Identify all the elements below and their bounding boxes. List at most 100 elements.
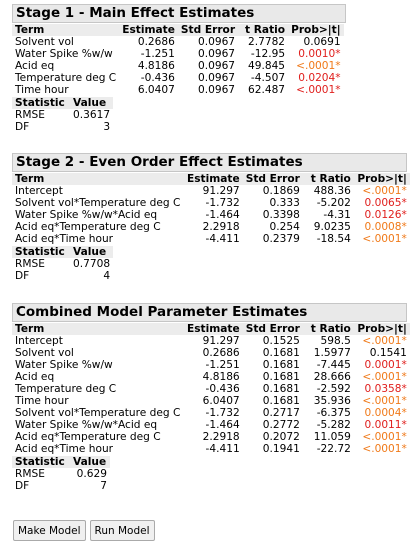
t-ratio-cell: 49.845 [247,60,286,72]
col-header-prob[interactable]: Prob>|t| [291,24,341,36]
col-header-estimate[interactable]: Estimate [187,173,240,185]
col-header-term[interactable]: Term [15,323,45,335]
table-header-row: Term Estimate Std Error t Ratio Prob>|t| [12,24,344,36]
term-cell: Acid eq [15,60,55,72]
term-cell: Acid eq [15,371,55,383]
estimate-cell: 91.297 [202,185,240,197]
std-error-cell: 0.254 [269,221,300,233]
statistic-cell: DF [15,480,30,492]
t-ratio-cell: -18.54 [316,233,351,245]
std-error-cell: 0.0967 [197,84,236,96]
table-row: Intercept 91.297 0.1525 598.5 <.0001* [12,335,410,347]
run-model-button[interactable]: Run Model [89,520,155,541]
t-ratio-cell: -6.375 [316,407,351,419]
std-error-cell: 0.3398 [262,209,300,221]
estimate-cell: -1.732 [205,407,240,419]
std-error-cell: 0.1681 [262,395,300,407]
value-cell: 7 [100,480,107,492]
col-header-value[interactable]: Value [73,456,107,468]
prob-cell: 0.0126* [364,209,407,221]
table-header-row: Term Estimate Std Error t Ratio Prob>|t| [12,173,410,185]
prob-cell: 0.1541 [369,347,407,359]
std-error-cell: 0.2072 [262,431,300,443]
std-error-cell: 0.2772 [262,419,300,431]
col-header-statistic[interactable]: Statistic [15,456,65,468]
term-cell: Water Spike %w/w [15,48,113,60]
t-ratio-cell: 488.36 [313,185,351,197]
term-cell: Water Spike %w/w*Acid eq [15,209,158,221]
std-error-cell: 0.1681 [262,359,300,371]
prob-cell: 0.0065* [364,197,407,209]
term-cell: Acid eq*Time hour [15,443,114,455]
col-header-std-error[interactable]: Std Error [245,323,300,335]
col-header-term[interactable]: Term [15,173,45,185]
col-header-statistic[interactable]: Statistic [15,246,65,258]
t-ratio-cell: 598.5 [320,335,351,347]
make-model-button[interactable]: Make Model [13,520,86,541]
table-row: Solvent vol 0.2686 0.0967 2.7782 0.0691 [12,36,344,48]
table-row: Temperature deg C -0.436 0.1681 -2.592 0.035… [12,383,410,395]
estimate-cell: 0.2686 [137,36,175,48]
table-row: Time hour 6.0407 0.0967 62.487 <.0001* [12,84,344,96]
table-row: Water Spike %w/w*Acid eq -1.464 0.3398 -4.3… [12,209,410,221]
col-header-estimate[interactable]: Estimate [122,24,175,36]
prob-cell: <.0001* [362,335,407,347]
col-header-prob[interactable]: Prob>|t| [357,323,407,335]
term-cell: Acid eq*Temperature deg C [15,431,161,443]
col-header-value[interactable]: Value [73,246,107,258]
std-error-cell: 0.1869 [262,185,300,197]
table-row: Solvent vol*Temperature deg C -1.732 0.271… [12,407,410,419]
stage1-estimates-table: Term Estimate Std Error t Ratio Prob>|t|… [12,24,344,96]
t-ratio-cell: 1.5977 [313,347,351,359]
prob-cell: <.0001* [362,233,407,245]
t-ratio-cell: -2.592 [316,383,351,395]
estimate-cell: 0.2686 [202,347,240,359]
col-header-value[interactable]: Value [73,97,107,109]
table-header-row: Statistic Value [12,456,110,468]
col-header-t-ratio[interactable]: t Ratio [245,24,286,36]
statistic-cell: DF [15,270,30,282]
stage2-title[interactable]: Stage 2 - Even Order Effect Estimates [12,153,407,172]
col-header-std-error[interactable]: Std Error [245,173,300,185]
prob-cell: <.0001* [362,443,407,455]
stage2-section: Stage 2 - Even Order Effect Estimates Te… [12,153,410,282]
table-row: Acid eq*Time hour -4.411 0.2379 -18.54 <.000… [12,233,410,245]
table-row: Water Spike %w/w -1.251 0.1681 -7.445 0.0001… [12,359,410,371]
combined-statistics-table: Statistic Value RMSE 0.629 DF 7 [12,456,110,492]
estimate-cell: -0.436 [205,383,240,395]
col-header-term[interactable]: Term [15,24,45,36]
estimate-cell: 4.8186 [137,60,175,72]
button-bar: Make Model Run Model [13,520,155,541]
std-error-cell: 0.333 [269,197,300,209]
prob-cell: 0.0358* [364,383,407,395]
col-header-t-ratio[interactable]: t Ratio [310,173,351,185]
value-cell: 0.7708 [73,258,111,270]
estimate-cell: 2.2918 [202,221,240,233]
table-row: Acid eq 4.8186 0.1681 28.666 <.0001* [12,371,410,383]
stat-row: RMSE 0.629 [12,468,110,480]
col-header-estimate[interactable]: Estimate [187,323,240,335]
stage1-statistics-table: Statistic Value RMSE 0.3617 DF 3 [12,97,114,133]
estimate-cell: 4.8186 [202,371,240,383]
statistic-cell: RMSE [15,468,45,480]
std-error-cell: 0.1681 [262,383,300,395]
std-error-cell: 0.2717 [262,407,300,419]
col-header-prob[interactable]: Prob>|t| [357,173,407,185]
prob-cell: 0.0011* [364,419,407,431]
statistic-cell: DF [15,121,30,133]
table-row: Acid eq*Temperature deg C 2.2918 0.2072 11.… [12,431,410,443]
t-ratio-cell: -5.202 [316,197,351,209]
col-header-statistic[interactable]: Statistic [15,97,65,109]
col-header-t-ratio[interactable]: t Ratio [310,323,351,335]
t-ratio-cell: -22.72 [316,443,351,455]
col-header-std-error[interactable]: Std Error [180,24,236,36]
t-ratio-cell: 35.936 [313,395,351,407]
std-error-cell: 0.1941 [262,443,300,455]
stage1-title[interactable]: Stage 1 - Main Effect Estimates [12,4,346,23]
std-error-cell: 0.0967 [197,60,236,72]
combined-title[interactable]: Combined Model Parameter Estimates [12,303,407,322]
stat-row: DF 3 [12,121,113,133]
combined-section: Combined Model Parameter Estimates Term … [12,303,410,492]
prob-cell: 0.0010* [298,48,341,60]
table-row: Solvent vol*Temperature deg C -1.732 0.333… [12,197,410,209]
